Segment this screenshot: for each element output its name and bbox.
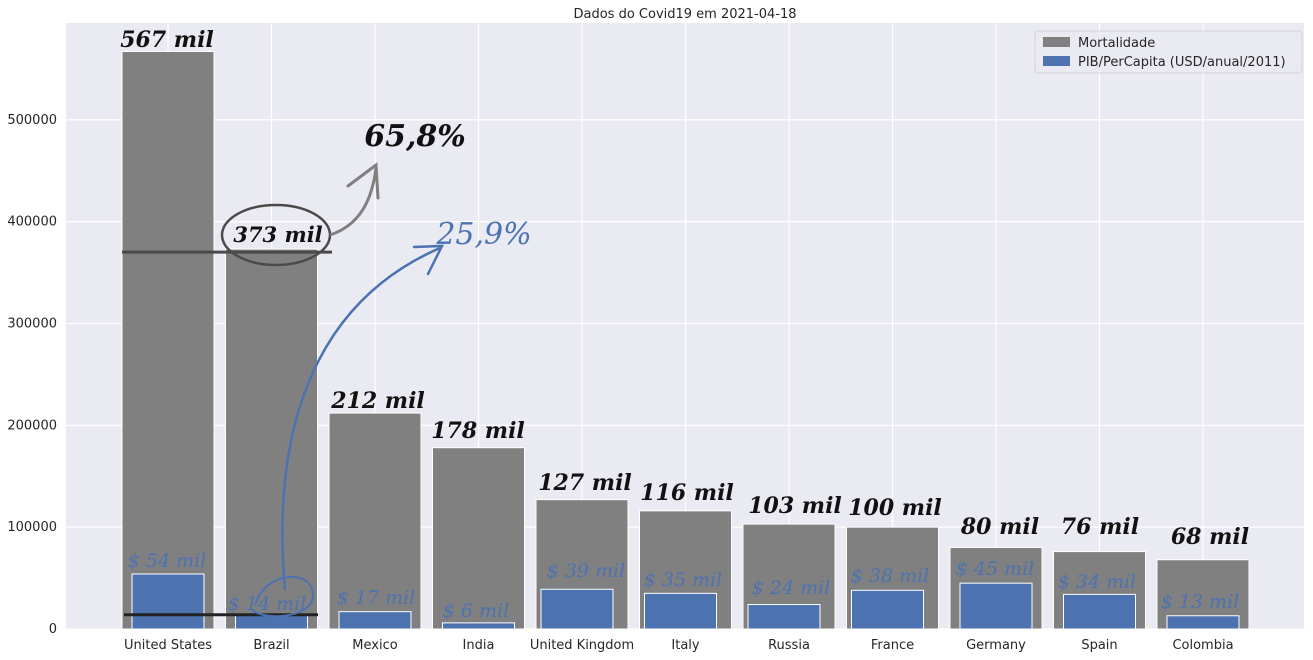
x-tick-label: India [463, 638, 495, 653]
x-tick-label: United States [124, 638, 212, 653]
gdp-annotation: $ 13 mil [1161, 591, 1240, 613]
x-tick-label: Russia [768, 638, 810, 653]
gdp-annotation: $ 54 mil [128, 550, 207, 572]
bar-pib [644, 592, 717, 630]
y-tick-label: 500000 [7, 113, 57, 128]
y-tick-label: 400000 [7, 215, 57, 230]
gdp-ratio-annotation: 25,9% [435, 217, 531, 252]
x-tick-label: Brazil [253, 638, 289, 653]
gdp-annotation: $ 34 mil [1058, 571, 1137, 593]
mortality-annotation: 127 mil [538, 470, 632, 496]
bar-mortalidade [328, 412, 422, 630]
gdp-annotation: $ 17 mil [337, 587, 416, 609]
bar-pib [1166, 615, 1240, 630]
mortality-annotation: 567 mil [120, 27, 214, 53]
bar-mortalidade [225, 248, 318, 630]
legend: Mortalidade PIB/PerCapita (USD/anual/201… [1034, 30, 1303, 74]
gdp-circle-annotation [249, 575, 315, 618]
y-tick-label: 200000 [7, 418, 57, 433]
mortality-arrow [329, 167, 378, 237]
mortality-arrowhead [346, 162, 380, 200]
gdp-annotation: $ 45 mil [956, 558, 1035, 580]
y-tick-label: 100000 [7, 520, 57, 535]
mortality-annotation: 116 mil [640, 480, 734, 506]
bar-pib [540, 588, 614, 630]
mortality-annotation: 80 mil [960, 514, 1039, 540]
x-tick-label: Mexico [352, 638, 397, 653]
gdp-annotation: $ 38 mil [851, 565, 930, 587]
gdp-annotation: $ 14 mil [228, 593, 307, 615]
y-tick-label: 300000 [7, 316, 57, 331]
bar-pib [442, 622, 515, 630]
x-tick-label: Spain [1081, 638, 1117, 653]
gdp-arrow [281, 246, 441, 591]
legend-swatch-pib [1043, 56, 1070, 66]
x-tick-label: Colombia [1172, 638, 1233, 653]
x-axis-ticks: United States Brazil Mexico India United Kin… [124, 638, 1234, 653]
bar-mortalidade [121, 51, 215, 630]
bar-mortalidade [432, 447, 525, 630]
bar-pib [851, 589, 924, 630]
y-tick-label: 0 [49, 622, 57, 637]
mortality-bars [121, 51, 1250, 630]
x-tick-label: Germany [966, 638, 1026, 653]
mortality-annotation: 68 mil [1171, 524, 1249, 550]
mortality-ratio-annotation: 65,8% [364, 119, 466, 154]
legend-label-pib: PIB/PerCapita (USD/anual/2011) [1078, 55, 1286, 70]
gdp-annotation: $ 35 mil [644, 569, 723, 591]
mortality-annotation: 212 mil [330, 388, 425, 414]
legend-box [1034, 30, 1303, 74]
legend-label-mortalidade: Mortalidade [1078, 36, 1155, 51]
chart-title: Dados do Covid19 em 2021-04-18 [573, 7, 796, 22]
mortality-annotation: 100 mil [848, 495, 942, 521]
x-tick-label: United Kingdom [530, 638, 634, 653]
y-axis-ticks: 0 100000 200000 300000 400000 500000 [7, 113, 57, 637]
bar-pib [1063, 593, 1136, 630]
gdp-arrowhead [412, 244, 445, 276]
bar-pib [959, 582, 1033, 630]
mortality-annotation: 178 mil [431, 418, 525, 444]
bar-pib [131, 573, 205, 630]
gdp-annotation: $ 24 mil [752, 577, 831, 599]
x-tick-label: France [871, 638, 914, 653]
bar-pib [747, 604, 821, 630]
mortality-annotation: 103 mil [748, 493, 842, 519]
gdp-annotation: $ 39 mil [547, 560, 626, 582]
legend-swatch-mortalidade [1043, 37, 1070, 47]
mortality-annotation: 373 mil [233, 222, 322, 247]
bar-pib [338, 611, 412, 630]
x-tick-label: Italy [671, 638, 700, 653]
mortality-annotation: 76 mil [1061, 514, 1139, 540]
gdp-annotation: $ 6 mil [443, 600, 509, 622]
